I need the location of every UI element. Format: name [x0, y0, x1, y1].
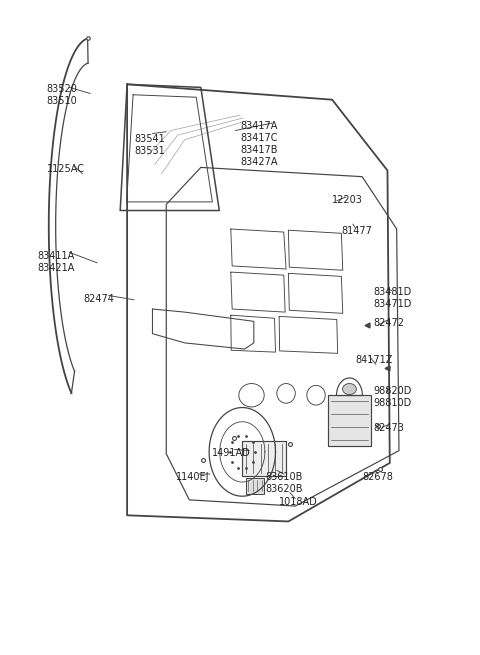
- Text: 12203: 12203: [332, 195, 363, 205]
- Text: 83417A
83417C
83417B
83427A: 83417A 83417C 83417B 83427A: [240, 121, 277, 167]
- Text: 1491AD: 1491AD: [212, 447, 251, 458]
- Text: 83411A
83421A: 83411A 83421A: [37, 250, 74, 272]
- Text: 83520
83510: 83520 83510: [47, 84, 77, 106]
- Text: 82472: 82472: [373, 318, 405, 328]
- FancyBboxPatch shape: [242, 441, 286, 476]
- Text: 1125AC: 1125AC: [47, 164, 84, 174]
- FancyBboxPatch shape: [327, 395, 372, 445]
- Text: 1018AD: 1018AD: [279, 496, 318, 507]
- Text: 84171Z: 84171Z: [355, 355, 393, 365]
- Text: 83610B
83620B: 83610B 83620B: [265, 472, 303, 494]
- Text: 98820D
98810D: 98820D 98810D: [373, 386, 412, 408]
- Text: 82474: 82474: [84, 293, 114, 304]
- Text: 82473: 82473: [373, 423, 405, 433]
- Text: 83541
83531: 83541 83531: [134, 134, 165, 155]
- Text: 82678: 82678: [362, 472, 393, 482]
- Text: 83481D
83471D: 83481D 83471D: [373, 288, 412, 309]
- Text: 81477: 81477: [341, 226, 372, 236]
- Ellipse shape: [343, 384, 356, 394]
- FancyBboxPatch shape: [246, 477, 264, 494]
- Text: 1140EJ: 1140EJ: [176, 472, 209, 482]
